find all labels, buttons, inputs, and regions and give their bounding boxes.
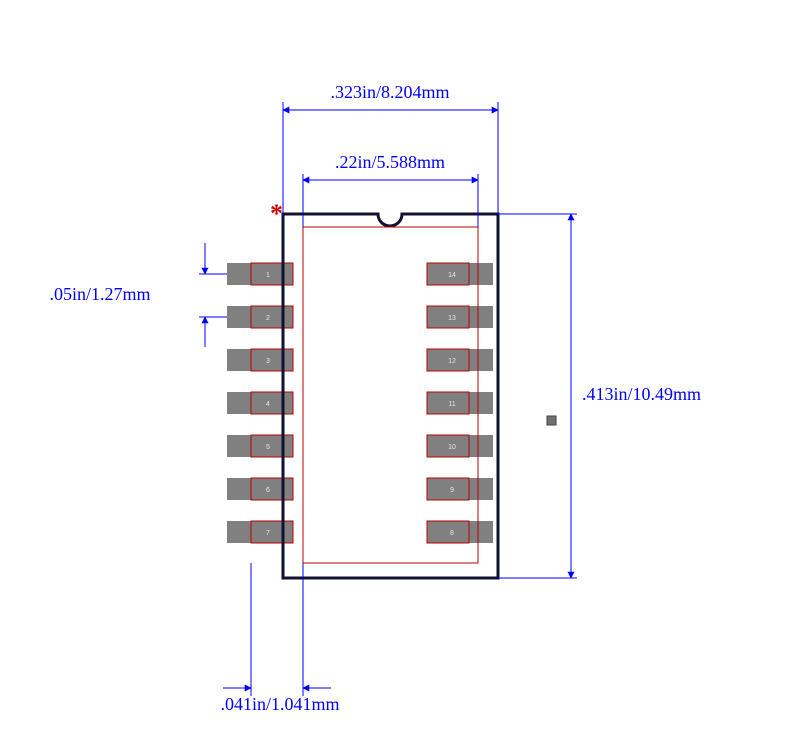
pad-number: 5 (266, 444, 270, 451)
pad (427, 392, 493, 414)
dimension-label: .413in/10.49mm (582, 384, 701, 404)
pad (427, 306, 493, 328)
pad-number: 10 (448, 444, 456, 451)
pad-number: 9 (450, 487, 454, 494)
pad-number: 4 (266, 401, 270, 408)
dimension-label: .323in/8.204mm (330, 82, 449, 102)
origin-marker (547, 416, 556, 425)
pad-number: 6 (266, 487, 270, 494)
pad-number: 7 (266, 530, 270, 537)
pad (427, 349, 493, 371)
dimension-label: .22in/5.588mm (335, 152, 445, 172)
pad (427, 478, 493, 500)
pad-number: 2 (266, 315, 270, 322)
pad-number: 11 (448, 401, 455, 408)
pad-number: 3 (266, 358, 270, 365)
pad-number: 14 (448, 272, 456, 279)
pad (427, 521, 493, 543)
pad-number: 12 (448, 358, 456, 365)
pad (427, 263, 493, 285)
pad-number: 13 (448, 315, 456, 322)
pad-number: 8 (450, 530, 454, 537)
dimension-label: .041in/1.041mm (220, 694, 339, 714)
pin1-marker: * (270, 199, 283, 228)
footprint-drawing: 1 14 2 13 3 12 4 11 5 10 6 9 7 8 * .323in/8.204mm .22i… (0, 0, 800, 743)
dimension-label: .05in/1.27mm (49, 284, 150, 304)
pad-number: 1 (266, 272, 270, 279)
pad (427, 435, 493, 457)
